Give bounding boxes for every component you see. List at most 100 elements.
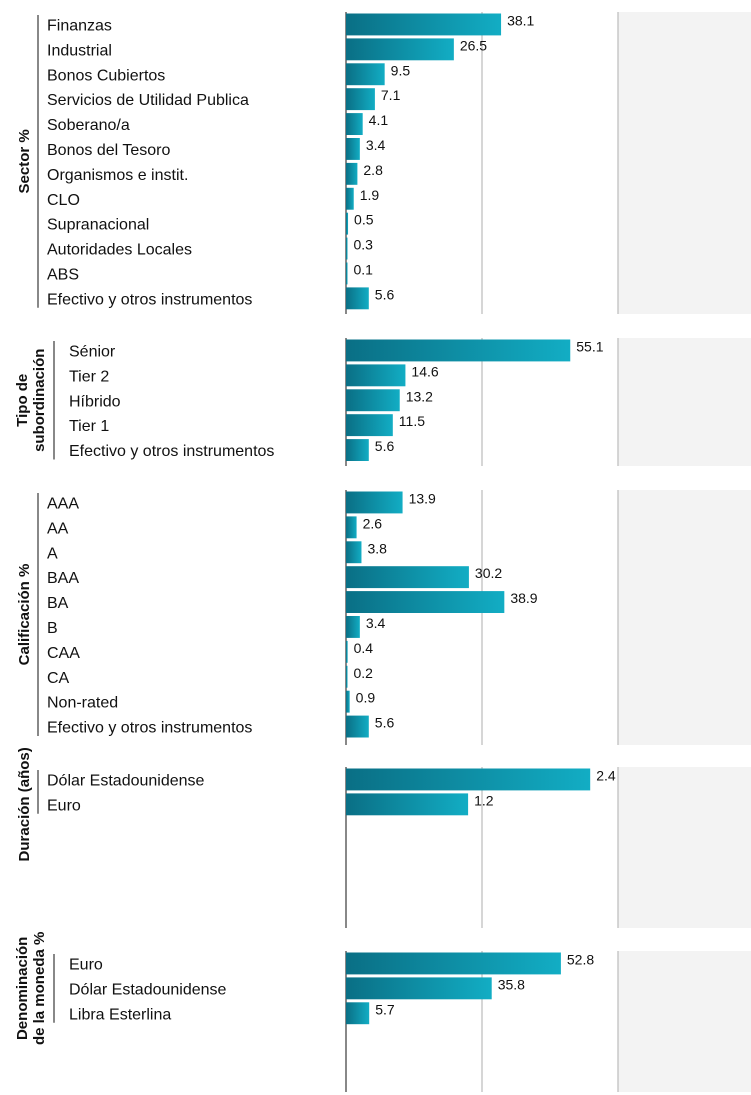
panel-title: Denominaciónde la moneda % xyxy=(14,932,48,1045)
panel-background xyxy=(618,338,751,466)
value-label: 2.8 xyxy=(363,162,383,178)
bar xyxy=(346,492,403,514)
value-label: 0.5 xyxy=(354,212,374,228)
bar xyxy=(346,63,385,85)
value-label: 7.1 xyxy=(381,87,401,103)
value-label: 0.1 xyxy=(354,261,374,277)
bar xyxy=(346,188,354,210)
value-label: 38.9 xyxy=(510,590,537,606)
category-label: BA xyxy=(47,595,69,612)
value-label: 0.9 xyxy=(356,690,376,706)
value-label: 52.8 xyxy=(567,951,594,967)
category-label: Dólar Estadounidense xyxy=(47,772,205,789)
bar xyxy=(346,439,369,461)
bar xyxy=(346,793,468,815)
value-label: 2.4 xyxy=(596,767,616,783)
value-label: 11.5 xyxy=(399,413,425,429)
value-label: 38.1 xyxy=(507,12,534,28)
value-label: 55.1 xyxy=(576,338,603,354)
bar xyxy=(346,340,570,362)
panel-background xyxy=(618,951,751,1092)
category-label: CAA xyxy=(47,645,80,662)
category-label: CLO xyxy=(47,192,80,209)
bar xyxy=(346,213,348,235)
bar xyxy=(346,716,369,738)
category-label: Efectivo y otros instrumentos xyxy=(47,291,252,308)
category-label: BAA xyxy=(47,570,79,587)
category-label: ABS xyxy=(47,266,79,283)
bar xyxy=(346,1002,369,1024)
category-label: Sénior xyxy=(69,343,116,360)
panel-title: Calificación % xyxy=(16,564,33,666)
value-label: 0.3 xyxy=(354,237,374,253)
category-label: Dólar Estadounidense xyxy=(69,981,227,998)
value-label: 35.8 xyxy=(498,976,525,992)
bar xyxy=(346,691,350,713)
category-label: AAA xyxy=(47,495,79,512)
category-label: Tier 2 xyxy=(69,368,109,385)
bar xyxy=(346,389,400,411)
category-label: Tier 1 xyxy=(69,418,109,435)
category-label: Finanzas xyxy=(47,17,112,34)
value-label: 13.9 xyxy=(409,490,436,506)
category-label: Bonos Cubiertos xyxy=(47,67,165,84)
category-label: Industrial xyxy=(47,42,112,59)
category-label: Libra Esterlina xyxy=(69,1006,171,1023)
bar xyxy=(346,14,501,36)
bar xyxy=(346,364,405,386)
bar xyxy=(346,414,393,436)
value-label: 3.4 xyxy=(366,615,386,631)
bar xyxy=(346,591,504,613)
category-label: Servicios de Utilidad Publica xyxy=(47,92,249,109)
category-label: Euro xyxy=(47,797,81,814)
bar xyxy=(346,88,375,110)
value-label: 30.2 xyxy=(475,565,502,581)
bar xyxy=(346,769,590,791)
value-label: 0.2 xyxy=(354,665,374,681)
category-label: Organismos e instit. xyxy=(47,167,188,184)
value-label: 2.6 xyxy=(363,515,383,531)
panel-title: Sector % xyxy=(16,129,33,193)
category-label: A xyxy=(47,545,58,562)
value-label: 3.4 xyxy=(366,137,386,153)
category-label: CA xyxy=(47,670,70,687)
category-label: AA xyxy=(47,520,69,537)
value-label: 13.2 xyxy=(406,388,433,404)
value-label: 4.1 xyxy=(369,112,389,128)
bar xyxy=(346,238,348,260)
bar xyxy=(346,287,369,309)
bar xyxy=(346,541,361,563)
bar xyxy=(346,138,360,160)
value-label: 1.2 xyxy=(474,792,494,808)
panel-title: Duración (años) xyxy=(16,747,33,861)
category-label: Efectivo y otros instrumentos xyxy=(69,443,274,460)
bar xyxy=(346,263,348,285)
category-label: B xyxy=(47,620,58,637)
value-label: 1.9 xyxy=(360,187,380,203)
bar xyxy=(346,641,348,663)
value-label: 5.7 xyxy=(375,1001,395,1017)
bar xyxy=(346,977,492,999)
value-label: 3.8 xyxy=(367,540,387,556)
category-label: Híbrido xyxy=(69,393,121,410)
category-label: Soberano/a xyxy=(47,117,130,134)
value-label: 5.6 xyxy=(375,286,395,302)
bar xyxy=(346,666,348,688)
panel-background xyxy=(618,490,751,745)
bar xyxy=(346,163,357,185)
bar xyxy=(346,113,363,135)
category-label: Autoridades Locales xyxy=(47,242,192,259)
category-label: Supranacional xyxy=(47,217,149,234)
value-label: 0.4 xyxy=(354,640,374,656)
value-label: 26.5 xyxy=(460,37,487,53)
value-label: 5.6 xyxy=(375,438,395,454)
bar xyxy=(346,616,360,638)
value-label: 14.6 xyxy=(411,363,438,379)
value-label: 9.5 xyxy=(391,62,411,78)
category-label: Efectivo y otros instrumentos xyxy=(47,720,252,737)
panel-background xyxy=(618,767,751,928)
panel-title: Tipo desubordinación xyxy=(14,349,48,452)
bar xyxy=(346,38,454,60)
category-label: Bonos del Tesoro xyxy=(47,142,170,159)
